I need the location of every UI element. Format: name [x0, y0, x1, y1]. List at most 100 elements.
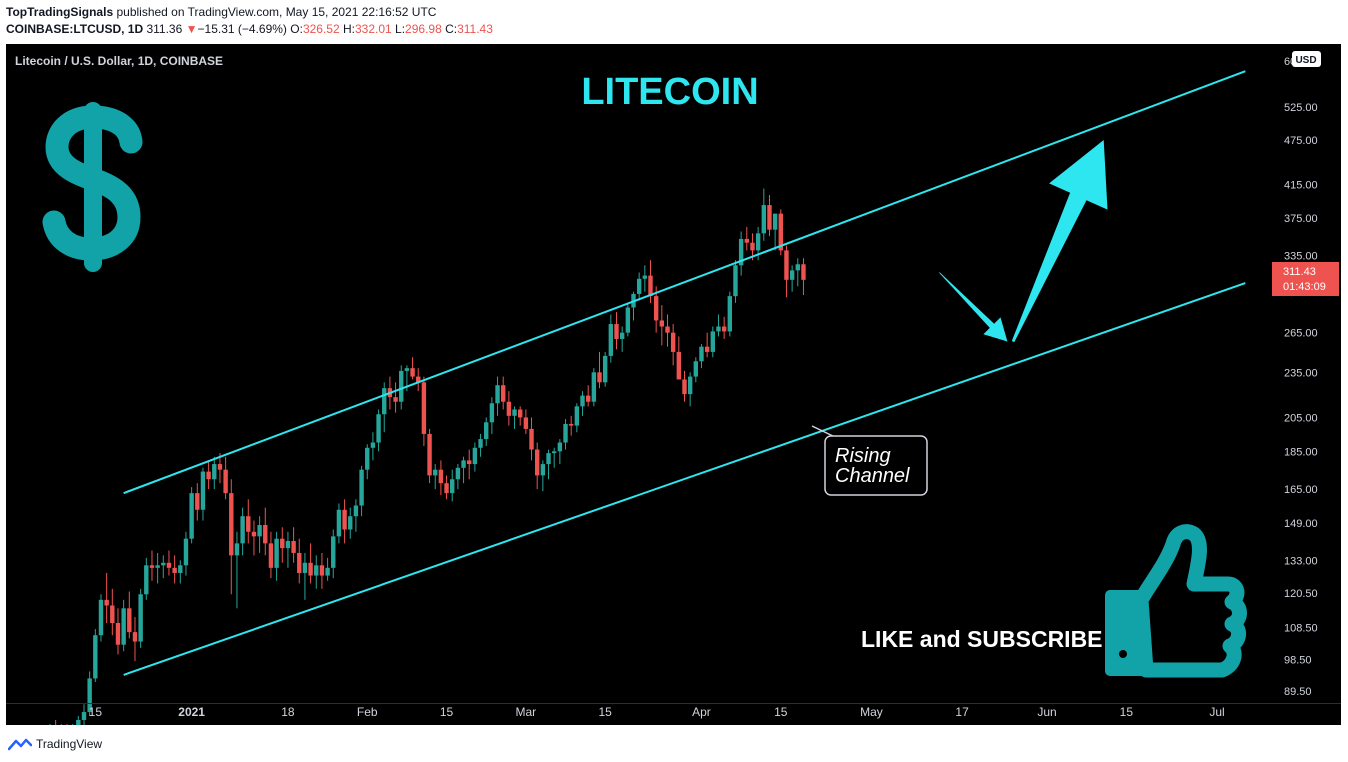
open-label: O:	[290, 22, 303, 36]
candle-body	[291, 541, 296, 553]
candle-body	[240, 516, 245, 544]
candle-body	[750, 242, 755, 251]
publisher-name[interactable]: TopTradingSignals	[6, 5, 114, 19]
channel-line-lower	[123, 282, 1246, 676]
x-tick-label: Jul	[1209, 705, 1224, 719]
candle-body	[682, 379, 687, 395]
x-tick-label: 2021	[178, 705, 205, 719]
candle-body	[93, 635, 98, 679]
candle-body	[602, 355, 608, 383]
candle-body	[444, 483, 449, 494]
candle-body	[755, 233, 761, 251]
candle-body	[563, 423, 568, 443]
x-tick-label: 17	[955, 705, 969, 719]
candle-body	[274, 538, 279, 568]
candle-body	[178, 565, 183, 573]
footer: TradingView	[8, 736, 102, 752]
candle-body	[716, 326, 721, 332]
x-axis: 15 2021 18 Feb 15 Mar 15 Apr 15 May 17 Jun 15 Jul	[6, 703, 1341, 719]
candle-body	[382, 388, 387, 415]
high-label: H:	[342, 22, 355, 36]
y-tick-label: 205.00	[1284, 412, 1318, 424]
y-tick-label: 185.00	[1284, 446, 1318, 458]
tradingview-logo-icon[interactable]	[8, 737, 32, 751]
chart-panel[interactable]: 15 2021 18 Feb 15 Mar 15 Apr 15 May 17 Jun 15 Jul 525…	[6, 44, 1341, 725]
up-arrow	[1011, 140, 1108, 343]
x-tick-label: 15	[1120, 705, 1134, 719]
candle-body	[670, 332, 676, 352]
footer-brand[interactable]: TradingView	[36, 737, 103, 751]
candle-body	[614, 324, 619, 339]
candle-body	[302, 562, 308, 573]
callout-line2: Channel	[835, 465, 910, 487]
candle-body	[416, 376, 421, 383]
low-value: 296.98	[405, 22, 442, 36]
candle-body	[365, 447, 370, 470]
candle-body	[200, 471, 206, 510]
candle-body	[132, 632, 138, 642]
candle-body	[472, 447, 478, 465]
candle-body	[263, 525, 268, 544]
candle-body	[297, 552, 302, 573]
callout-line1: Rising	[835, 445, 891, 467]
candle-body	[501, 385, 506, 402]
candle-body	[489, 403, 495, 423]
y-tick-label: 235.00	[1284, 367, 1318, 379]
candle-body	[653, 296, 659, 321]
candle-body	[676, 351, 682, 380]
candle-body	[455, 467, 461, 480]
currency-label: USD	[1295, 55, 1316, 66]
candle-body	[404, 368, 410, 371]
price-tag: 311.43 01:43:09	[1272, 262, 1339, 296]
x-tick-label: May	[860, 705, 883, 719]
candle-body	[772, 213, 778, 230]
candle-body	[727, 296, 733, 332]
candle-body	[557, 442, 563, 452]
candle-body	[540, 464, 546, 476]
candle-body	[574, 406, 580, 426]
candle-body	[223, 469, 228, 494]
y-tick-label: 335.00	[1284, 250, 1318, 262]
candle-body	[308, 562, 313, 576]
low-label: L:	[395, 22, 406, 36]
candle-body	[217, 464, 223, 470]
candle-body	[704, 346, 710, 352]
candle-body	[212, 464, 217, 480]
x-tick-label: Mar	[516, 705, 537, 719]
candle-body	[642, 275, 648, 279]
candle-body	[115, 622, 121, 645]
currency-button[interactable]: USD	[1292, 51, 1321, 67]
candle-body	[144, 565, 149, 595]
y-tick-label: 108.50	[1284, 623, 1318, 635]
candle-body	[585, 395, 591, 402]
candle-body	[314, 565, 319, 576]
candle-body	[484, 422, 489, 440]
candle-body	[461, 460, 466, 468]
candle-body	[778, 213, 783, 251]
y-tick-label: 98.50	[1284, 654, 1312, 666]
candle-body	[189, 493, 194, 539]
candle-body	[761, 205, 766, 234]
candle-body	[342, 509, 347, 530]
candle-body	[619, 332, 625, 339]
cta-text: LIKE and SUBSCRIBE	[861, 626, 1103, 652]
candle-body	[467, 460, 472, 465]
ohlc-line: COINBASE:LTCUSD, 1D 311.36 ▼−15.31 (−4.6…	[6, 22, 493, 36]
candle-body	[110, 605, 115, 623]
candle-body	[710, 331, 716, 352]
candle-body	[76, 720, 81, 725]
candle-body	[336, 509, 342, 537]
y-tick-label: 89.50	[1284, 686, 1312, 698]
candle-body	[433, 469, 438, 476]
candle-body	[421, 382, 427, 434]
candle-body	[285, 541, 291, 549]
candle-body	[597, 372, 602, 383]
candles-layer	[49, 188, 806, 725]
candle-body	[399, 370, 404, 402]
candle-body	[687, 376, 693, 395]
candle-body	[546, 453, 551, 465]
x-tick-label: 15	[440, 705, 454, 719]
candle-body	[693, 361, 699, 377]
chart-svg[interactable]: 15 2021 18 Feb 15 Mar 15 Apr 15 May 17 Jun 15 Jul 525…	[6, 44, 1341, 725]
candle-body	[427, 433, 432, 476]
